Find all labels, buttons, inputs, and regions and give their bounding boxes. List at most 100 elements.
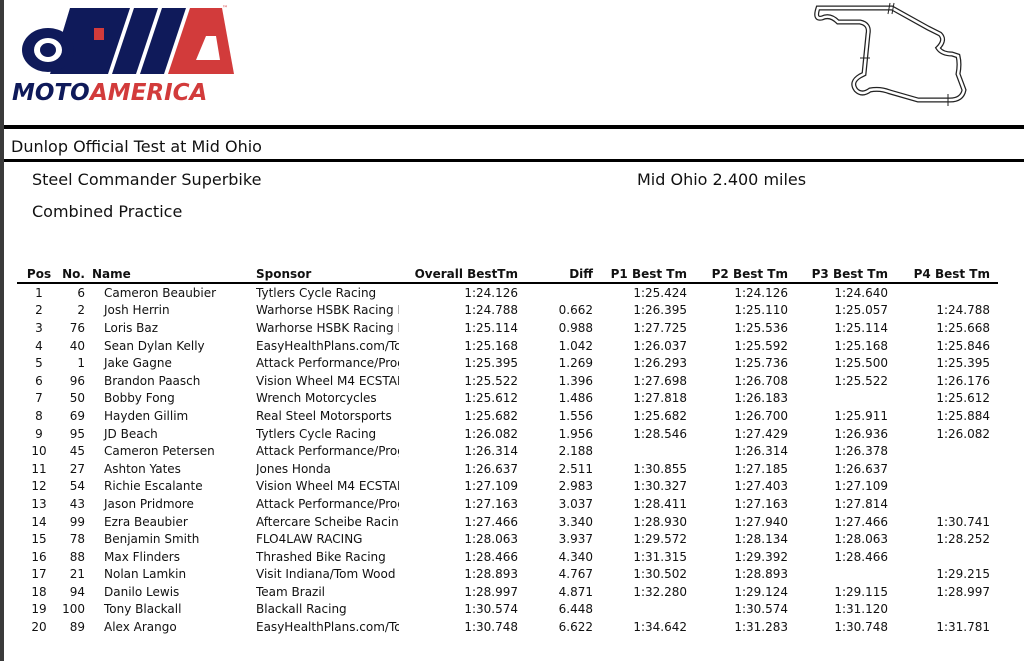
cell-overall-best: 1:27.466	[464, 514, 518, 529]
sponsor-text: Tytlers Cycle Racing	[256, 285, 377, 300]
cell-sponsor: FLO4LAW RACING	[252, 530, 402, 548]
cell-rider-name: Sean Dylan Kelly	[104, 338, 205, 353]
cell-p2-best: 1:28.893	[734, 567, 788, 582]
cell-sponsor: Real Steel Motorsports	[252, 407, 402, 425]
sponsor-text: Tytlers Cycle Racing	[256, 426, 377, 441]
cell-sponsor: Attack Performance/Prog	[252, 354, 402, 372]
motoamerica-logo: ™ MOTO AMERICA	[12, 5, 234, 106]
cell-number: 88	[69, 549, 85, 564]
logo-america: AMERICA	[88, 80, 207, 106]
cell-p3-best: 1:26.378	[834, 444, 888, 459]
cell-p3-best: 1:25.500	[834, 356, 888, 371]
sponsor-text: Visit Indiana/Tom Wood I	[256, 567, 399, 582]
column-header-p2-best: P2 Best Tm	[687, 266, 788, 284]
cell-sponsor: Vision Wheel M4 ECSTAR	[252, 372, 402, 390]
cell-p4-best: 1:25.668	[936, 320, 990, 335]
column-header-p3-best: P3 Best Tm	[788, 266, 888, 284]
column-header-p1-best: P1 Best Tm	[593, 266, 687, 284]
cell-sponsor: Aftercare Scheibe Racing	[252, 513, 402, 531]
event-title: Dunlop Official Test at Mid Ohio	[11, 137, 262, 156]
cell-diff: 2.983	[558, 479, 593, 494]
cell-number: 96	[69, 373, 85, 388]
cell-p2-best: 1:31.283	[734, 620, 788, 635]
cell-overall-best: 1:27.109	[464, 479, 518, 494]
cell-diff: 6.448	[558, 602, 593, 617]
cell-p3-best: 1:28.063	[834, 532, 888, 547]
cell-p3-best: 1:27.466	[834, 514, 888, 529]
cell-number: 89	[69, 620, 85, 635]
table-row: 1 6 Cameron Beaubier Tytlers Cycle Racing 1:…	[17, 283, 998, 302]
table-row: 6 96 Brandon Paasch Vision Wheel M4 ECSTAR 1…	[17, 372, 998, 390]
cell-rider-name: Loris Baz	[104, 320, 159, 335]
cell-overall-best: 1:24.126	[464, 285, 518, 300]
cell-overall-best: 1:25.522	[464, 373, 518, 388]
sponsor-text: EasyHealthPlans.com/Top	[256, 338, 399, 353]
cell-p4-best: 1:30.741	[936, 514, 990, 529]
table-row: 2 2 Josh Herrin Warhorse HSBK Racing D 1:24.…	[17, 302, 998, 320]
cell-pos: 14	[31, 514, 47, 529]
cell-p2-best: 1:25.736	[734, 356, 788, 371]
cell-p2-best: 1:25.592	[734, 338, 788, 353]
cell-sponsor: Blackall Racing	[252, 601, 402, 619]
sponsor-text: Warhorse HSBK Racing D	[256, 320, 399, 335]
cell-number: 27	[69, 461, 85, 476]
cell-pos: 15	[31, 532, 47, 547]
cell-diff: 6.622	[558, 620, 593, 635]
cell-p1-best: 1:26.293	[633, 356, 687, 371]
cell-rider-name: Nolan Lamkin	[104, 567, 187, 582]
column-header-number: No.	[61, 266, 85, 284]
cell-p3-best: 1:30.748	[834, 620, 888, 635]
cell-pos: 2	[35, 303, 43, 318]
cell-pos: 4	[35, 338, 43, 353]
cell-p4-best: 1:28.997	[936, 584, 990, 599]
cell-overall-best: 1:25.395	[464, 356, 518, 371]
cell-overall-best: 1:28.893	[464, 567, 518, 582]
cell-p1-best: 1:30.502	[633, 567, 687, 582]
cell-number: 69	[69, 408, 85, 423]
cell-rider-name: Danilo Lewis	[104, 584, 180, 599]
cell-rider-name: Cameron Beaubier	[104, 285, 217, 300]
cell-p4-best: 1:25.612	[936, 391, 990, 406]
cell-pos: 6	[35, 373, 43, 388]
cell-sponsor: Wrench Motorcycles	[252, 390, 402, 408]
divider-bottom	[4, 159, 1024, 162]
column-header-overall-best: Overall BestTm	[402, 266, 518, 284]
cell-number: 50	[69, 391, 85, 406]
cell-number: 1	[77, 356, 85, 371]
cell-p4-best: 1:31.781	[936, 620, 990, 635]
cell-overall-best: 1:24.788	[464, 303, 518, 318]
logo-tm: ™	[222, 5, 228, 12]
cell-p4-best	[888, 442, 998, 460]
cell-p4-best	[888, 478, 998, 496]
table-row: 18 94 Danilo Lewis Team Brazil 1:28.997 4.871…	[17, 583, 998, 601]
cell-rider-name: Benjamin Smith	[104, 532, 200, 547]
sponsor-text: FLO4LAW RACING	[256, 532, 363, 547]
table-row: 13 43 Jason Pridmore Attack Performance/Pro…	[17, 495, 998, 513]
cell-pos: 17	[31, 567, 47, 582]
cell-p1-best: 1:27.698	[633, 373, 687, 388]
sponsor-text: Team Brazil	[256, 584, 326, 599]
cell-rider-name: Tony Blackall	[104, 602, 182, 617]
cell-sponsor: Attack Performance/Prog	[252, 495, 402, 513]
cell-number: 99	[69, 514, 85, 529]
cell-sponsor: Vision Wheel M4 ECSTAR	[252, 478, 402, 496]
cell-p3-best: 1:25.522	[834, 373, 888, 388]
cell-p1-best: 1:30.327	[633, 479, 687, 494]
cell-pos: 13	[31, 496, 47, 511]
cell-pos: 5	[35, 356, 43, 371]
cell-pos: 18	[31, 584, 47, 599]
cell-number: 100	[62, 602, 85, 617]
cell-sponsor: Attack Performance/Prog	[252, 442, 402, 460]
cell-p2-best: 1:26.708	[734, 373, 788, 388]
cell-diff	[518, 283, 593, 302]
cell-p3-best	[788, 390, 888, 408]
cell-rider-name: Ezra Beaubier	[104, 514, 188, 529]
cell-rider-name: Jason Pridmore	[104, 496, 194, 511]
cell-p3-best: 1:25.168	[834, 338, 888, 353]
table-row: 5 1 Jake Gagne Attack Performance/Prog 1:25.…	[17, 354, 998, 372]
cell-p3-best: 1:24.640	[834, 285, 888, 300]
cell-p2-best: 1:30.574	[734, 602, 788, 617]
table-row: 19 100 Tony Blackall Blackall Racing 1:30.57…	[17, 601, 998, 619]
cell-pos: 11	[31, 461, 47, 476]
cell-overall-best: 1:25.682	[464, 408, 518, 423]
